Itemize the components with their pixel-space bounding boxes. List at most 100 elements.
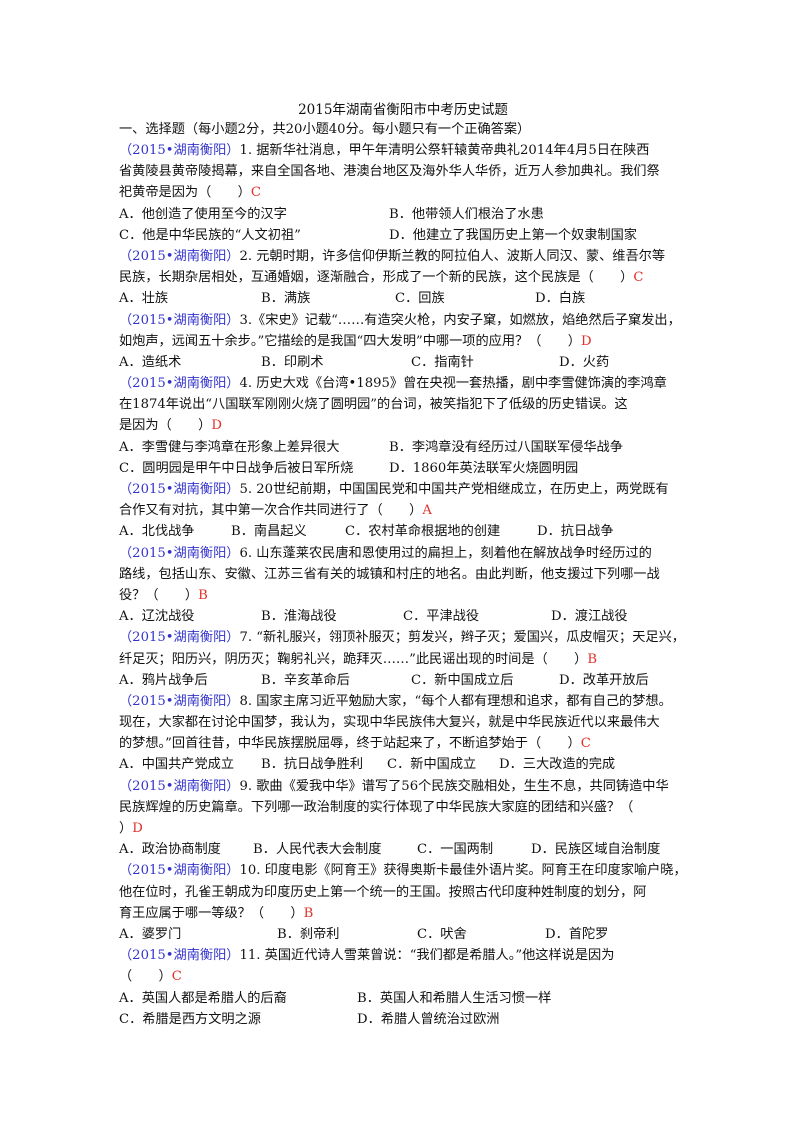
question-line: （2015•湖南衡阳）6. 山东蓬莱农民唐和恩使用过的扁担上，刻着他在解放战争时… <box>119 543 687 564</box>
options-row: A．北伐战争 B．南昌起义 C．农村革命根据地的创建 D．抗日战争 <box>119 521 687 542</box>
options-row: A．壮族 B．满族 C．回族 D．白族 <box>119 288 687 309</box>
question-list: （2015•湖南衡阳）1. 据新华社消息，甲午年清明公祭轩辕黄帝典礼2014年4… <box>119 140 687 1030</box>
answer-option: C．回族 <box>395 291 445 307</box>
question-text: 10. 印度电影《阿育王》获得奥斯卡最佳外语片奖。阿育王在印度家喻户晓， <box>239 863 687 879</box>
question-line: （2015•湖南衡阳）5. 20世纪前期，中国国民党和中国共产党相继成立，在历史… <box>119 479 687 500</box>
answer-option: D．1860年英法联军火烧圆明园 <box>389 460 579 476</box>
answer-option: B．辛亥革命后 <box>261 672 350 688</box>
options-row: A．婆罗门 B．刹帝利 C．吠舍 D．首陀罗 <box>119 924 687 945</box>
answer-option: D．他建立了我国历史上第一个奴隶制国家 <box>389 227 637 243</box>
answer-letter: C <box>171 969 182 985</box>
question-line: 合作又有对抗，其中第一次合作共同进行了（ ）A <box>119 500 687 521</box>
answer-option: C．平津战役 <box>403 609 480 625</box>
question-text: 在1874年说出“八国联军刚刚火烧了圆明园”的台词，被笑指犯下了低级的历史错误。… <box>119 397 628 413</box>
question-text: 1. 据新华社消息，甲午年清明公祭轩辕黄帝典礼2014年4月5日在陕西 <box>239 143 650 158</box>
question-item: （2015•湖南衡阳）6. 山东蓬莱农民唐和恩使用过的扁担上，刻着他在解放战争时… <box>119 543 687 628</box>
question-line: 祀黄帝是因为（ ）C <box>119 182 687 203</box>
question-text: 路线，包括山东、安徽、江苏三省有关的城镇和村庄的地名。由此判断，他支援过下列哪一… <box>119 566 660 582</box>
answer-option: C．希腊是西方文明之源 <box>119 1011 261 1027</box>
question-text: 2. 元朝时期，许多信仰伊斯兰教的阿拉伯人、波斯人同汉、蒙、维吾尔等 <box>239 248 666 264</box>
answer-option: C．新中国成立后 <box>411 672 514 688</box>
question-line: 的梦想。”回首往昔，中华民族摆脱屈辱，终于站起来了，不断追梦始于（ ）C <box>119 733 687 754</box>
question-item: （2015•湖南衡阳）3.《宋史》记载“……有造突火枪，内安子窠，如燃放，焰绝然… <box>119 310 687 374</box>
options-row: A．李雪健与李鸿章在形象上差异很大 B．李鸿章没有经历过八国联军侵华战争 <box>119 437 687 458</box>
question-line: （2015•湖南衡阳）2. 元朝时期，许多信仰伊斯兰教的阿拉伯人、波斯人同汉、蒙… <box>119 246 687 267</box>
answer-letter: D <box>581 333 592 349</box>
source-tag: （2015•湖南衡阳） <box>119 376 240 392</box>
question-text: 如炮声，远闻五十余步。”它描绘的是我国“四大发明”中哪一项的应用？（ ） <box>119 333 581 349</box>
answer-option: D．改革开放后 <box>559 672 649 688</box>
question-text: 的梦想。”回首往昔，中华民族摆脱屈辱，终于站起来了，不断追梦始于（ ） <box>119 736 581 752</box>
question-text: 7. “新礼服兴，翎顶补服灭；剪发兴，辫子灭；爱国兴，瓜皮帽灭；天足兴， <box>239 630 685 646</box>
answer-option: A．鸦片战争后 <box>119 672 208 688</box>
question-line: 民族，长期杂居相处，互通婚姻，逐渐融合，形成了一个新的民族，这个民族是（ ）C <box>119 267 687 288</box>
question-line: （ ）C <box>119 966 687 987</box>
question-line: 纤足灭；阳历兴，阴历灭；鞠躬礼兴，跪拜灭……”此民谣出现的时间是（ ）B <box>119 649 687 670</box>
source-tag: （2015•湖南衡阳） <box>119 863 240 879</box>
question-line: （2015•湖南衡阳）8. 国家主席习近平勉励大家，“每个人都有理想和追求，都有… <box>119 691 687 712</box>
question-line: （2015•湖南衡阳）11. 英国近代诗人雪莱曾说：“我们都是希腊人。”他这样说… <box>119 945 687 966</box>
source-tag: （2015•湖南衡阳） <box>119 778 240 794</box>
source-tag: （2015•湖南衡阳） <box>119 312 240 328</box>
question-line: 路线，包括山东、安徽、江苏三省有关的城镇和村庄的地名。由此判断，他支援过下列哪一… <box>119 564 687 585</box>
page-title: 2015年湖南省衡阳市中考历史试题 <box>298 102 508 118</box>
question-text: 是因为（ ） <box>119 418 212 434</box>
options-row: A．鸦片战争后 B．辛亥革命后 C．新中国成立后 D．改革开放后 <box>119 670 687 691</box>
source-tag: （2015•湖南衡阳） <box>119 693 240 709</box>
question-item: （2015•湖南衡阳）4. 历史大戏《台湾•1895》曾在央视一套热播，剧中李雪… <box>119 373 687 479</box>
answer-option: C．新中国成立 <box>387 757 477 773</box>
options-row: A．他创造了使用至今的汉字 B．他带领人们根治了水患 <box>119 204 687 225</box>
options-row: A．辽沈战役 B．淮海战役 C．平津战役 D．渡江战役 <box>119 606 687 627</box>
answer-option: D．火药 <box>559 354 610 370</box>
source-tag: （2015•湖南衡阳） <box>119 545 240 561</box>
question-item: （2015•湖南衡阳）2. 元朝时期，许多信仰伊斯兰教的阿拉伯人、波斯人同汉、蒙… <box>119 246 687 310</box>
answer-letter: D <box>211 418 222 434</box>
answer-option: A．北伐战争 <box>119 524 195 540</box>
answer-letter: C <box>580 736 591 752</box>
question-line: （2015•湖南衡阳）7. “新礼服兴，翎顶补服灭；剪发兴，辫子灭；爱国兴，瓜皮… <box>119 627 687 648</box>
question-text: 民族，长期杂居相处，互通婚姻，逐渐融合，形成了一个新的民族，这个民族是（ ） <box>119 270 634 286</box>
answer-option: A．辽沈战役 <box>119 609 195 625</box>
exam-page: 2015年湖南省衡阳市中考历史试题 一、选择题（每小题2分，共20小题40分。每… <box>119 100 687 1030</box>
question-item: （2015•湖南衡阳）1. 据新华社消息，甲午年清明公祭轩辕黄帝典礼2014年4… <box>119 140 687 246</box>
answer-option: B．李鸿章没有经历过八国联军侵华战争 <box>389 439 623 455</box>
answer-option: D．白族 <box>535 291 586 307</box>
question-item: （2015•湖南衡阳）11. 英国近代诗人雪莱曾说：“我们都是希腊人。”他这样说… <box>119 945 687 1030</box>
answer-option: D．渡江战役 <box>551 609 628 625</box>
question-item: （2015•湖南衡阳）5. 20世纪前期，中国国民党和中国共产党相继成立，在历史… <box>119 479 687 543</box>
answer-option: D．抗日战争 <box>537 524 614 540</box>
answer-option: B．他带领人们根治了水患 <box>389 206 544 222</box>
answer-option: B．英国人和希腊人生活习惯一样 <box>357 990 552 1006</box>
answer-option: B．人民代表大会制度 <box>253 842 382 858</box>
question-line: 役？（ ）B <box>119 585 687 606</box>
answer-option: C．指南针 <box>411 354 474 370</box>
question-text: 民族辉煌的历史篇章。下列哪一政治制度的实行体现了中华民族大家庭的团结和兴盛？（ <box>119 799 634 815</box>
answer-option: C．圆明园是甲午中日战争后被日军所烧 <box>119 460 354 476</box>
options-row: A．造纸术 B．印刷术 C．指南针 D．火药 <box>119 352 687 373</box>
answer-option: B．印刷术 <box>261 354 324 370</box>
answer-letter: C <box>250 185 261 201</box>
question-text: （ ） <box>119 969 172 985</box>
question-item: （2015•湖南衡阳）7. “新礼服兴，翎顶补服灭；剪发兴，辫子灭；爱国兴，瓜皮… <box>119 627 687 691</box>
question-text: 役？（ ） <box>119 587 199 603</box>
options-row: C．他是中华民族的“人文初祖” D．他建立了我国历史上第一个奴隶制国家 <box>119 225 687 246</box>
source-tag: （2015•湖南衡阳） <box>119 143 240 158</box>
answer-option: A．中国共产党成立 <box>119 757 235 773</box>
question-text: 育王应属于哪一等级？（ ） <box>119 905 304 921</box>
answer-option: B．南昌起义 <box>231 524 307 540</box>
answer-option: A．造纸术 <box>119 354 182 370</box>
answer-option: A．英国人都是希腊人的后裔 <box>119 990 287 1006</box>
options-row: A．英国人都是希腊人的后裔 B．英国人和希腊人生活习惯一样 <box>119 988 687 1009</box>
question-line: 他在位时，孔雀王朝成为印度历史上第一个统一的王国。按照古代印度种姓制度的划分，阿 <box>119 882 687 903</box>
answer-option: D．首陀罗 <box>545 926 609 942</box>
question-line: （2015•湖南衡阳）10. 印度电影《阿育王》获得奥斯卡最佳外语片奖。阿育王在… <box>119 860 687 881</box>
question-line: 是因为（ ）D <box>119 415 687 436</box>
source-tag: （2015•湖南衡阳） <box>119 948 240 964</box>
question-text: 4. 历史大戏《台湾•1895》曾在央视一套热播，剧中李雪健饰演的李鸿章 <box>239 376 667 392</box>
answer-letter: B <box>303 905 314 921</box>
question-text: 省黄陵县黄帝陵揭幕，来自全国各地、港澳台地区及海外华人华侨，近万人参加典礼。我们… <box>119 164 660 180</box>
question-text: 3.《宋史》记载“……有造突火枪，内安子窠，如燃放，焰绝然后子窠发出， <box>239 312 681 328</box>
answer-option: A．他创造了使用至今的汉字 <box>119 206 287 222</box>
question-text: 6. 山东蓬莱农民唐和恩使用过的扁担上，刻着他在解放战争时经历过的 <box>239 545 652 561</box>
question-line: 省黄陵县黄帝陵揭幕，来自全国各地、港澳台地区及海外华人华侨，近万人参加典礼。我们… <box>119 161 687 182</box>
